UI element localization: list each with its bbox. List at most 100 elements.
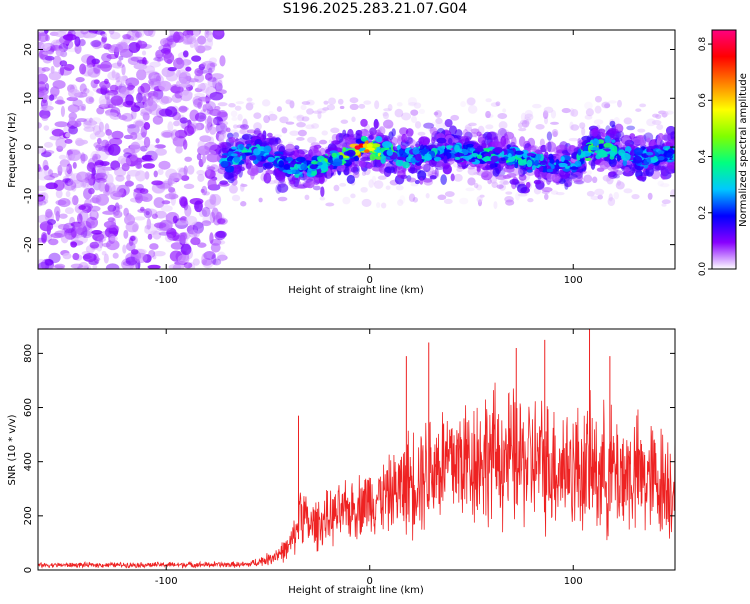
noise-blob <box>216 251 227 262</box>
signal-halo-blob <box>486 131 499 141</box>
noise-blob <box>55 48 65 57</box>
noise-blob <box>152 255 157 260</box>
signal-halo-blob <box>518 136 526 147</box>
noise-blob <box>101 139 110 149</box>
signal-core-blob <box>569 166 579 170</box>
noise-blob <box>66 96 79 102</box>
noise-blob <box>112 252 119 259</box>
background-blob <box>581 127 586 136</box>
background-blob <box>351 116 356 123</box>
noise-blob <box>86 62 94 69</box>
background-blob <box>652 113 659 118</box>
noise-blob <box>80 230 93 239</box>
background-blob <box>485 110 491 119</box>
noise-blob <box>212 257 218 266</box>
noise-blob <box>78 205 86 210</box>
noise-blob <box>141 50 147 56</box>
noise-blob <box>197 140 206 150</box>
noise-blob <box>130 249 139 255</box>
signal-halo-blob <box>636 175 644 181</box>
signal-halo-blob <box>491 140 498 148</box>
snr-frame <box>37 328 676 571</box>
background-blob <box>522 120 528 129</box>
noise-blob <box>88 187 95 195</box>
noise-blob <box>140 82 151 94</box>
noise-blob <box>203 251 216 260</box>
signal-core-blob <box>633 147 644 156</box>
noise-blob <box>91 209 98 219</box>
noise-blob <box>62 33 77 41</box>
noise-blob <box>85 96 95 105</box>
background-blob <box>317 111 322 120</box>
signal-peak-blob <box>366 143 373 148</box>
signal-core-blob <box>360 135 368 142</box>
noise-blob <box>123 229 129 239</box>
signal-core-blob <box>549 158 555 164</box>
background-blob <box>517 193 528 197</box>
signal-halo-blob <box>487 141 496 149</box>
signal-core-blob <box>518 159 527 166</box>
noise-blob <box>155 49 164 59</box>
noise-blob <box>158 160 171 170</box>
noise-blob <box>106 95 111 107</box>
background-blob <box>326 104 336 111</box>
signal-core-blob <box>485 160 495 164</box>
signal-halo-blob <box>429 175 437 180</box>
background-blob <box>268 113 278 121</box>
spectrogram-y-tick-label: -20 <box>23 236 34 252</box>
background-blob <box>279 116 289 124</box>
signal-core-blob <box>646 151 654 156</box>
signal-halo-blob <box>614 137 623 142</box>
noise-blob <box>175 81 181 87</box>
background-blob <box>465 126 472 132</box>
noise-blob <box>74 254 83 261</box>
background-blob <box>464 124 473 132</box>
noise-blob <box>135 183 144 191</box>
noise-blob <box>48 71 62 81</box>
noise-blob <box>105 92 115 98</box>
signal-core-blob <box>476 154 483 159</box>
noise-blob <box>220 121 226 131</box>
noise-blob <box>90 117 102 125</box>
noise-blob <box>67 104 80 113</box>
signal-core-blob <box>650 159 657 163</box>
noise-blob <box>200 62 207 68</box>
background-blob <box>569 121 574 131</box>
signal-core-blob <box>246 143 252 148</box>
signal-halo-blob <box>639 139 646 146</box>
noise-blob <box>78 261 89 269</box>
noise-blob <box>58 154 67 160</box>
signal-halo-blob <box>590 128 599 137</box>
noise-blob <box>151 155 157 160</box>
noise-blob <box>66 48 78 53</box>
noise-blob <box>153 170 158 178</box>
noise-blob <box>44 30 49 34</box>
signal-core-blob <box>267 156 275 163</box>
background-blob <box>371 175 377 185</box>
noise-blob <box>125 77 140 87</box>
noise-blob <box>79 63 87 75</box>
noise-blob <box>38 81 46 92</box>
noise-blob <box>40 151 52 158</box>
background-blob <box>339 182 347 187</box>
background-blob <box>239 127 249 135</box>
noise-blob <box>79 83 87 94</box>
noise-blob <box>60 233 69 244</box>
signal-core-blob <box>526 153 536 157</box>
signal-core-blob <box>490 155 499 163</box>
background-blob <box>276 106 282 113</box>
signal-core-blob <box>489 163 496 169</box>
signal-halo-blob <box>502 174 512 179</box>
noise-blob <box>62 39 74 50</box>
background-blob <box>660 110 669 117</box>
signal-halo-blob <box>233 164 242 175</box>
signal-core-blob <box>493 146 503 154</box>
background-blob <box>579 122 586 129</box>
background-blob <box>273 134 282 138</box>
noise-blob <box>209 194 217 205</box>
noise-blob <box>101 250 107 256</box>
noise-blob <box>90 166 96 176</box>
spectrogram-y-axis: -20 -10 0 10 20 <box>23 43 675 253</box>
noise-blob <box>38 90 45 98</box>
noise-blob <box>142 56 147 66</box>
